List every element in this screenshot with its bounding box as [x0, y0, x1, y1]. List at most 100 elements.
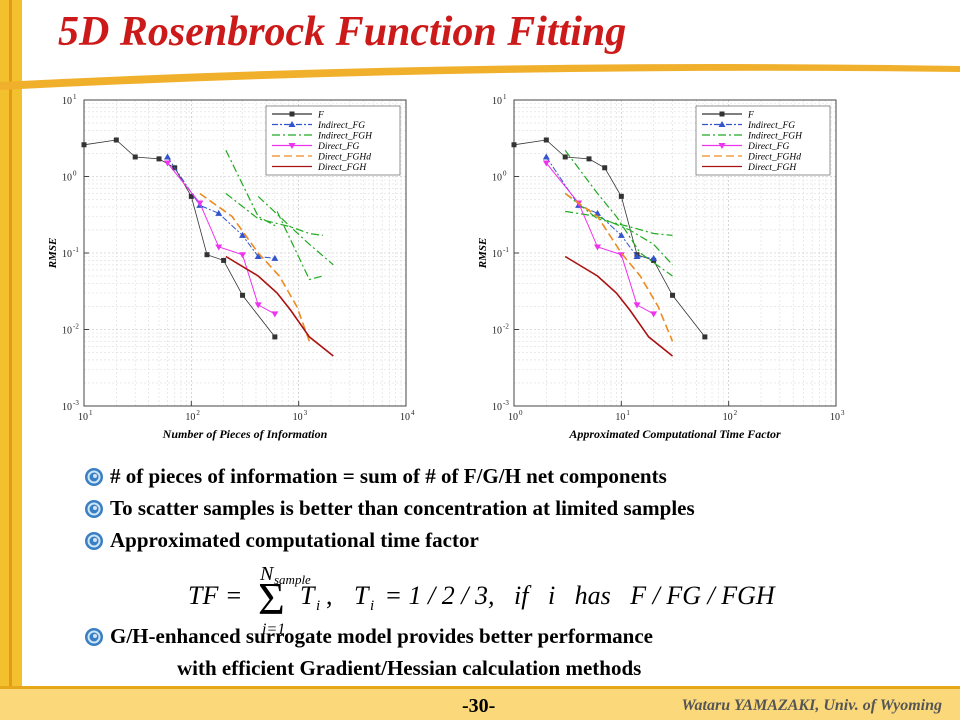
series-line — [564, 255, 674, 357]
legend-marker — [289, 111, 295, 117]
series-line — [276, 211, 323, 281]
y-tick-exponent: 0 — [73, 170, 77, 178]
data-point — [240, 292, 246, 298]
formula-sum-upper: N — [259, 563, 275, 585]
legend-label: Direct_FGHd — [747, 153, 801, 163]
legend-label: Direct_FGH — [747, 163, 797, 173]
left-accent-stripe — [9, 0, 12, 720]
series-line — [257, 195, 334, 266]
data-point — [215, 244, 223, 251]
formula-sigma: Σ — [258, 573, 285, 624]
y-tick-exponent: -3 — [73, 399, 79, 407]
data-point — [254, 302, 262, 309]
data-point — [562, 154, 568, 160]
y-tick-exponent: -2 — [503, 323, 509, 331]
x-tick-exponent: 2 — [734, 409, 738, 417]
series-line — [225, 193, 323, 236]
footer-bar — [0, 688, 960, 720]
chart-rmse-vs-pieces: 10 1 10 2 10 3 10 4 10 -3 10 -2 10 -1 10 0 10 1 Number of … — [42, 88, 432, 448]
y-tick-label: 10 — [492, 173, 502, 184]
x-tick-label: 10 — [723, 412, 733, 423]
data-point — [204, 252, 210, 258]
bullet-text: To scatter samples is better than concen… — [110, 496, 695, 520]
legend-box — [265, 105, 401, 176]
y-tick-label: 10 — [492, 96, 502, 107]
series-line — [545, 162, 654, 315]
x-tick-label: 10 — [293, 412, 303, 423]
formula-rest-text: = 1 / 2 / 3, if i has F / FG / FGH — [378, 581, 776, 610]
legend-label: Direct_FG — [747, 142, 789, 152]
x-axis-label: Approximated Computational Time Factor — [568, 427, 781, 441]
series-line — [225, 255, 334, 357]
x-tick-label: 10 — [615, 412, 625, 423]
series-line — [545, 156, 654, 259]
y-tick-exponent: -3 — [503, 399, 509, 407]
y-tick-label: 10 — [492, 326, 502, 337]
legend-marker — [288, 143, 296, 149]
data-point — [254, 253, 262, 260]
data-point — [81, 142, 87, 148]
data-point — [650, 254, 658, 261]
y-tick-label: 10 — [62, 173, 72, 184]
y-tick-label: 10 — [62, 249, 72, 260]
data-point — [215, 209, 223, 216]
legend-label: Indirect_FG — [317, 121, 365, 131]
data-point — [586, 156, 592, 162]
formula-sum-upper-sub: sample — [274, 572, 311, 587]
series-line — [167, 162, 276, 315]
data-point — [164, 153, 172, 160]
legend-marker — [719, 111, 725, 117]
data-point — [272, 334, 278, 340]
y-tick-exponent: -1 — [503, 246, 509, 254]
footer-author: Wataru YAMAZAKI, Univ. of Wyoming — [681, 697, 943, 714]
data-point — [164, 160, 172, 167]
chart-rmse-vs-time-factor: 10 0 10 1 10 2 10 3 10 -3 10 -2 10 -1 10 0 10 1 Approximat… — [472, 88, 862, 448]
swirl-bullet-icon — [85, 628, 103, 646]
y-tick-label: 10 — [62, 402, 72, 413]
formula-term-sub: i — [316, 598, 320, 614]
data-point — [156, 156, 162, 162]
y-tick-exponent: 1 — [73, 93, 77, 101]
data-point — [542, 160, 550, 167]
x-tick-exponent: 3 — [841, 409, 845, 417]
legend-marker — [288, 121, 296, 127]
data-point — [271, 254, 279, 261]
y-axis-label: RMSE — [477, 238, 489, 270]
x-tick-exponent: 3 — [304, 409, 308, 417]
legend-marker — [718, 121, 726, 127]
legend-box — [695, 105, 831, 176]
y-tick-label: 10 — [492, 249, 502, 260]
data-point — [670, 292, 676, 298]
y-tick-exponent: 1 — [503, 93, 507, 101]
series-line — [199, 192, 311, 342]
legend-label: Indirect_FG — [747, 121, 795, 131]
series-line — [564, 193, 673, 236]
footer-divider — [0, 686, 960, 689]
y-tick-label: 10 — [62, 326, 72, 337]
series-line — [565, 210, 673, 266]
title-underline-swoosh — [0, 64, 960, 90]
bullet-text: G/H-enhanced surrogate model provides be… — [110, 624, 654, 648]
data-point — [617, 231, 625, 238]
slide-title: 5D Rosenbrock Function Fitting — [58, 9, 627, 55]
legend-label: F — [317, 111, 324, 121]
series-line — [564, 149, 673, 277]
data-point — [617, 252, 625, 259]
x-tick-exponent: 1 — [626, 409, 630, 417]
data-point — [271, 311, 279, 318]
series-line — [564, 192, 674, 342]
x-tick-label: 10 — [830, 412, 840, 423]
formula-comma: , — [326, 581, 333, 610]
formula-rest: T — [354, 581, 370, 610]
y-tick-exponent: 0 — [503, 170, 507, 178]
data-point — [542, 153, 550, 160]
series-line — [513, 139, 706, 338]
y-tick-label: 10 — [62, 96, 72, 107]
y-tick-exponent: -1 — [73, 246, 79, 254]
y-tick-label: 10 — [492, 402, 502, 413]
data-point — [633, 302, 641, 309]
legend-label: Direct_FGHd — [317, 153, 371, 163]
data-point — [602, 165, 608, 171]
